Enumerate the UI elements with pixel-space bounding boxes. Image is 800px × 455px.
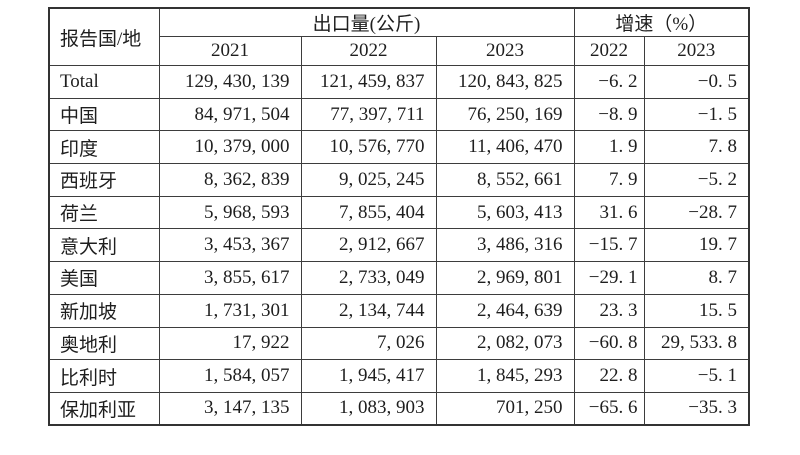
growth-2023-cell: 15. 5 bbox=[643, 293, 750, 328]
export-2022-cell: 7, 855, 404 bbox=[300, 195, 437, 230]
growth-2023-cell: −5. 1 bbox=[643, 359, 750, 393]
export-2023-cell: 2, 464, 639 bbox=[435, 293, 575, 328]
year-header-row: 2021 2022 2023 2022 2023 bbox=[49, 36, 750, 66]
table-row-italy: 意大利 3, 453, 367 2, 912, 667 3, 486, 316 … bbox=[48, 228, 750, 263]
country-cell: 奥地利 bbox=[48, 326, 160, 361]
table-row-austria: 奥地利 17, 922 7, 026 2, 082, 073 −60. 8 29… bbox=[48, 326, 750, 361]
export-2022-cell: 1, 083, 903 bbox=[300, 391, 437, 426]
country-cell: 新加坡 bbox=[48, 293, 160, 328]
growth-2022-cell: −65. 6 bbox=[573, 391, 645, 426]
table-row-total: Total 129, 430, 139 121, 459, 837 120, 8… bbox=[48, 65, 750, 99]
export-year-2022-header: 2022 bbox=[300, 36, 437, 66]
growth-2022-cell: −6. 2 bbox=[573, 65, 645, 99]
export-2022-cell: 9, 025, 245 bbox=[300, 163, 437, 197]
growth-2022-cell: −8. 9 bbox=[573, 97, 645, 132]
growth-2022-cell: 31. 6 bbox=[573, 195, 645, 230]
export-2021-cell: 84, 971, 504 bbox=[158, 97, 302, 132]
growth-2022-cell: 22. 8 bbox=[573, 359, 645, 393]
export-2021-cell: 3, 147, 135 bbox=[158, 391, 302, 426]
country-cell: 保加利亚 bbox=[48, 391, 160, 426]
export-2021-cell: 17, 922 bbox=[158, 326, 302, 361]
table-row-india: 印度 10, 379, 000 10, 576, 770 11, 406, 47… bbox=[48, 130, 750, 165]
country-cell: 比利时 bbox=[48, 359, 160, 393]
growth-2022-cell: 1. 9 bbox=[573, 130, 645, 165]
export-2023-cell: 120, 843, 825 bbox=[435, 65, 575, 99]
export-2021-cell: 10, 379, 000 bbox=[158, 130, 302, 165]
export-2022-cell: 2, 134, 744 bbox=[300, 293, 437, 328]
table-row-usa: 美国 3, 855, 617 2, 733, 049 2, 969, 801 −… bbox=[48, 261, 750, 295]
export-2023-cell: 701, 250 bbox=[435, 391, 575, 426]
growth-year-2023-header: 2023 bbox=[643, 36, 750, 66]
export-2022-cell: 2, 912, 667 bbox=[300, 228, 437, 263]
export-report-table: 报告国/地 出口量(公斤) 增速（%） 2021 2022 2023 2022 … bbox=[48, 7, 751, 427]
export-2022-cell: 2, 733, 049 bbox=[300, 261, 437, 295]
table-row-china: 中国 84, 971, 504 77, 397, 711 76, 250, 16… bbox=[48, 97, 750, 132]
export-2021-cell: 5, 968, 593 bbox=[158, 195, 302, 230]
growth-year-2022-header: 2022 bbox=[573, 36, 645, 66]
export-year-2021-header: 2021 bbox=[158, 36, 302, 66]
export-2022-cell: 1, 945, 417 bbox=[300, 359, 437, 393]
export-2021-cell: 3, 855, 617 bbox=[158, 261, 302, 295]
export-2021-cell: 3, 453, 367 bbox=[158, 228, 302, 263]
growth-2023-cell: 7. 8 bbox=[643, 130, 750, 165]
country-cell: 西班牙 bbox=[48, 163, 160, 197]
growth-2023-cell: −35. 3 bbox=[643, 391, 750, 426]
export-2022-cell: 77, 397, 711 bbox=[300, 97, 437, 132]
export-2023-cell: 1, 845, 293 bbox=[435, 359, 575, 393]
export-2023-cell: 2, 082, 073 bbox=[435, 326, 575, 361]
export-2023-cell: 2, 969, 801 bbox=[435, 261, 575, 295]
export-year-2023-header: 2023 bbox=[435, 36, 575, 66]
country-cell: 印度 bbox=[48, 130, 160, 165]
growth-2022-cell: −60. 8 bbox=[573, 326, 645, 361]
growth-2023-cell: 29, 533. 8 bbox=[643, 326, 750, 361]
group-header-row: 报告国/地 出口量(公斤) 增速（%） bbox=[48, 7, 750, 66]
table-row-singapore: 新加坡 1, 731, 301 2, 134, 744 2, 464, 639 … bbox=[48, 293, 750, 328]
export-2021-cell: 1, 731, 301 bbox=[158, 293, 302, 328]
export-2022-cell: 7, 026 bbox=[300, 326, 437, 361]
growth-2023-cell: −5. 2 bbox=[643, 163, 750, 197]
table-row-spain: 西班牙 8, 362, 839 9, 025, 245 8, 552, 661 … bbox=[48, 163, 750, 197]
export-2021-cell: 1, 584, 057 bbox=[158, 359, 302, 393]
country-cell: 荷兰 bbox=[48, 195, 160, 230]
corner-header-cell: 报告国/地 bbox=[48, 7, 160, 66]
export-2023-cell: 11, 406, 470 bbox=[435, 130, 575, 165]
growth-group-header: 增速（%） bbox=[573, 7, 750, 37]
country-cell: 中国 bbox=[48, 97, 160, 132]
growth-2023-cell: −1. 5 bbox=[643, 97, 750, 132]
growth-2023-cell: −0. 5 bbox=[643, 65, 750, 99]
export-2023-cell: 8, 552, 661 bbox=[435, 163, 575, 197]
export-2021-cell: 129, 430, 139 bbox=[158, 65, 302, 99]
export-2022-cell: 121, 459, 837 bbox=[300, 65, 437, 99]
table-row-netherlands: 荷兰 5, 968, 593 7, 855, 404 5, 603, 413 3… bbox=[48, 195, 750, 230]
growth-2022-cell: 23. 3 bbox=[573, 293, 645, 328]
export-group-header: 出口量(公斤) bbox=[158, 7, 575, 37]
growth-2022-cell: −15. 7 bbox=[573, 228, 645, 263]
growth-2023-cell: −28. 7 bbox=[643, 195, 750, 230]
country-cell: Total bbox=[48, 65, 160, 99]
export-2023-cell: 76, 250, 169 bbox=[435, 97, 575, 132]
export-2022-cell: 10, 576, 770 bbox=[300, 130, 437, 165]
export-2023-cell: 3, 486, 316 bbox=[435, 228, 575, 263]
export-2021-cell: 8, 362, 839 bbox=[158, 163, 302, 197]
country-cell: 意大利 bbox=[48, 228, 160, 263]
table-row-belgium: 比利时 1, 584, 057 1, 945, 417 1, 845, 293 … bbox=[48, 359, 750, 393]
country-cell: 美国 bbox=[48, 261, 160, 295]
table-row-bulgaria: 保加利亚 3, 147, 135 1, 083, 903 701, 250 −6… bbox=[48, 391, 750, 426]
growth-2022-cell: −29. 1 bbox=[573, 261, 645, 295]
growth-2023-cell: 19. 7 bbox=[643, 228, 750, 263]
growth-2022-cell: 7. 9 bbox=[573, 163, 645, 197]
growth-2023-cell: 8. 7 bbox=[643, 261, 750, 295]
export-2023-cell: 5, 603, 413 bbox=[435, 195, 575, 230]
